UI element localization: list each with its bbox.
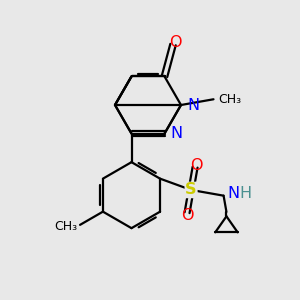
Text: N: N — [228, 186, 240, 201]
Text: H: H — [240, 186, 252, 201]
Text: N: N — [187, 98, 199, 112]
Text: CH₃: CH₃ — [218, 93, 242, 106]
Text: O: O — [169, 35, 181, 50]
Text: N: N — [170, 126, 183, 141]
Text: O: O — [181, 208, 193, 223]
Text: S: S — [185, 182, 197, 197]
Text: CH₃: CH₃ — [54, 220, 77, 233]
Text: O: O — [190, 158, 202, 173]
